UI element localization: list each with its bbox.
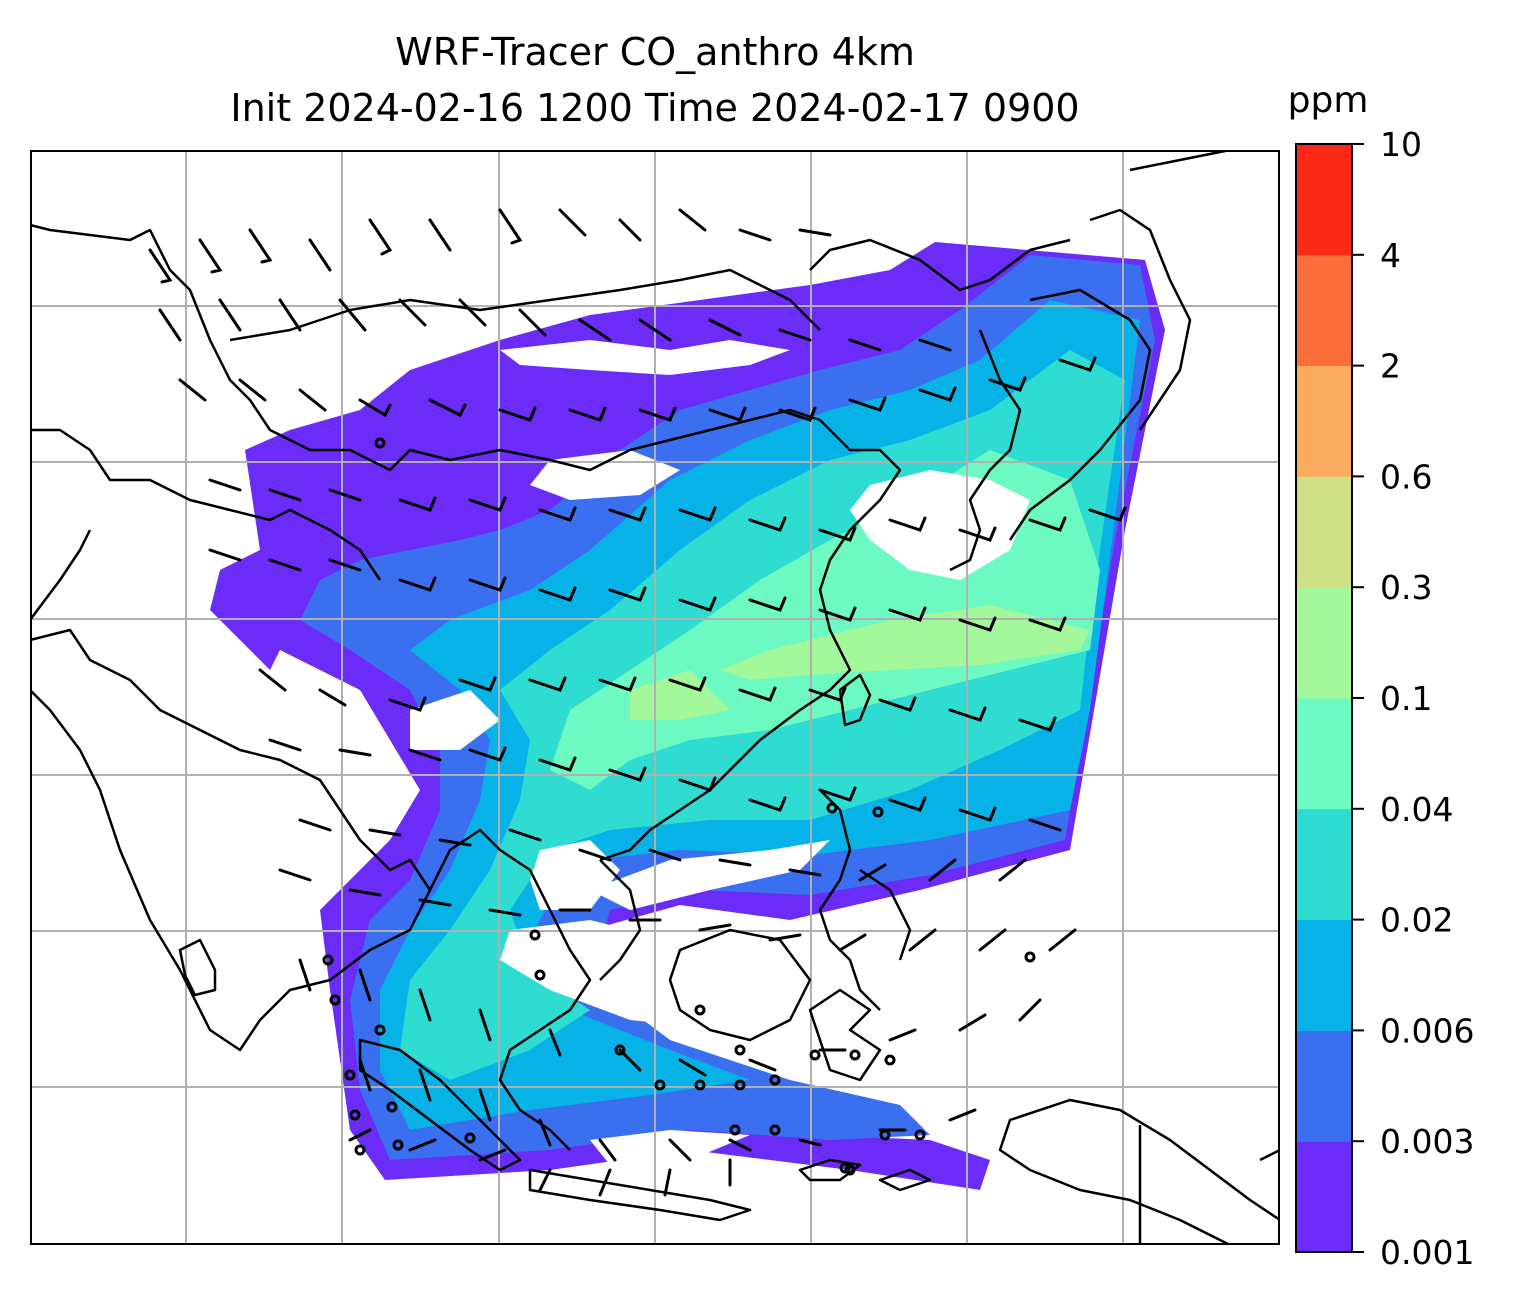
colorbar-tick-label: 0.6 xyxy=(1380,457,1432,496)
colorbar-swatch xyxy=(1296,698,1352,810)
plume-gap-gulf xyxy=(530,840,620,910)
colorbar: ppm 0.001 0.003 0.006 0.02 0.04 0.1 0.3 0.6 2 4 10 xyxy=(1290,80,1474,1272)
colorbar-swatch xyxy=(1296,365,1352,477)
plume-gap-south xyxy=(500,920,790,1030)
map-gridlines xyxy=(30,150,1280,1245)
colorbar-swatch xyxy=(1296,254,1352,367)
wind-barbs xyxy=(148,208,1127,1197)
colorbar-unit-label: ppm xyxy=(1290,80,1368,121)
plume-gap-indochina xyxy=(410,690,500,750)
colorbar-swatch xyxy=(1296,1030,1352,1142)
map-panel[interactable] xyxy=(30,150,1280,1245)
calm-wind-markers xyxy=(322,437,1036,1176)
colorbar-swatch xyxy=(1296,144,1352,256)
plume-gap-yellowsea xyxy=(850,470,1030,580)
colorbar-tick-label: 0.006 xyxy=(1380,1011,1474,1050)
plume-gap-java xyxy=(590,1130,750,1165)
plume-gap-north xyxy=(500,340,790,375)
coastlines-and-borders xyxy=(30,150,1280,1245)
colorbar-tick-label: 0.02 xyxy=(1380,901,1453,940)
colorbar-tick-label: 4 xyxy=(1380,236,1401,275)
colorbar-tick-label: 0.003 xyxy=(1380,1122,1474,1161)
colorbar-tick-label: 0.04 xyxy=(1380,790,1453,829)
colorbar-tick-label: 10 xyxy=(1380,125,1422,164)
colorbar-swatches xyxy=(1296,144,1352,1253)
tracer-concentration-field xyxy=(210,242,1165,1190)
colorbar-tick-label: 2 xyxy=(1380,347,1401,386)
colorbar-ticks: 0.001 0.003 0.006 0.02 0.04 0.1 0.3 0.6 2 4 10 xyxy=(1352,125,1474,1272)
colorbar-swatch xyxy=(1296,587,1352,699)
colorbar-swatch xyxy=(1296,808,1352,921)
map-title-line-1: WRF-Tracer CO_anthro 4km xyxy=(395,30,915,74)
colorbar-swatch xyxy=(1296,476,1352,588)
colorbar-swatch xyxy=(1296,1141,1352,1253)
colorbar-tick-label: 0.1 xyxy=(1380,679,1432,718)
colorbar-swatch xyxy=(1296,919,1352,1031)
colorbar-tick-label: 0.001 xyxy=(1380,1233,1474,1272)
map-title-line-2: Init 2024-02-16 1200 Time 2024-02-17 090… xyxy=(230,86,1080,130)
colorbar-tick-label: 0.3 xyxy=(1380,568,1432,607)
map-frame xyxy=(30,150,1280,1245)
plume-band-6 xyxy=(720,605,1090,680)
plume-gap-scs xyxy=(590,840,830,910)
